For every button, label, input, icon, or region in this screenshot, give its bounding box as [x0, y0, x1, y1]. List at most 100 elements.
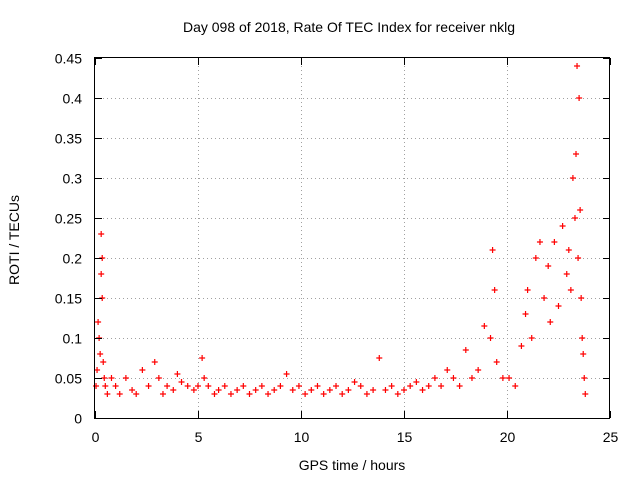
data-point-marker — [97, 351, 104, 357]
data-point-marker — [314, 383, 321, 389]
data-point-marker — [215, 387, 222, 393]
data-point-marker — [431, 375, 438, 381]
data-point-marker — [252, 387, 259, 393]
data-point-marker — [450, 375, 457, 381]
points-layer — [93, 63, 589, 397]
data-point-marker — [394, 391, 401, 397]
data-point-marker — [573, 151, 580, 157]
plot-frame — [94, 57, 610, 419]
data-point-marker — [199, 355, 206, 361]
data-point-marker — [413, 379, 420, 385]
data-point-marker — [547, 319, 554, 325]
y-tick-label: 0.25 — [55, 211, 82, 227]
data-point-marker — [444, 367, 451, 373]
data-point-marker — [277, 383, 284, 389]
data-point-marker — [170, 387, 177, 393]
data-point-marker — [139, 367, 146, 373]
data-point-marker — [489, 247, 496, 253]
data-point-marker — [258, 383, 265, 389]
y-tick-label: 0.1 — [63, 331, 83, 347]
y-tick-label: 0.35 — [55, 131, 82, 147]
data-point-marker — [580, 351, 587, 357]
data-point-marker — [227, 391, 234, 397]
data-point-marker — [201, 375, 208, 381]
data-point-marker — [351, 379, 358, 385]
data-point-marker — [345, 387, 352, 393]
x-tick-label: 0 — [92, 429, 100, 445]
x-tick-label: 15 — [397, 429, 413, 445]
data-point-marker — [289, 387, 296, 393]
data-point-marker — [499, 375, 506, 381]
data-point-marker — [524, 287, 531, 293]
data-point-marker — [462, 347, 469, 353]
data-point-marker — [155, 375, 162, 381]
data-point-marker — [545, 263, 552, 269]
data-point-marker — [401, 387, 407, 393]
data-point-marker — [94, 367, 101, 373]
data-point-marker — [357, 383, 364, 389]
data-point-marker — [320, 391, 327, 397]
data-point-marker — [581, 375, 588, 381]
data-point-marker — [382, 387, 389, 393]
data-point-marker — [563, 271, 570, 277]
data-point-marker — [438, 383, 445, 389]
grid-layer — [95, 58, 610, 418]
data-point-marker — [578, 295, 585, 301]
data-point-marker — [151, 359, 158, 365]
data-point-marker — [101, 375, 108, 381]
data-point-marker — [211, 391, 218, 397]
x-tick-label: 10 — [294, 429, 310, 445]
y-tick-label: 0.15 — [55, 291, 82, 307]
data-point-marker — [195, 383, 201, 389]
data-point-marker — [116, 391, 123, 397]
y-tick-label: 0.2 — [63, 251, 83, 267]
data-point-marker — [164, 383, 171, 389]
data-point-marker — [98, 271, 105, 277]
data-point-marker — [326, 387, 333, 393]
y-tick-label: 0.05 — [55, 371, 82, 387]
data-point-marker — [178, 379, 185, 385]
data-point-marker — [339, 391, 346, 397]
data-point-marker — [129, 387, 136, 393]
y-tick-label: 0.45 — [55, 51, 82, 67]
data-point-marker — [481, 323, 488, 329]
data-point-marker — [159, 391, 166, 397]
data-point-marker — [577, 207, 584, 213]
y-tick-label: 0.3 — [63, 171, 83, 187]
y-tick-label: 0 — [74, 411, 82, 427]
data-point-marker — [576, 95, 583, 101]
data-point-marker — [363, 391, 370, 397]
data-point-marker — [506, 375, 513, 381]
data-point-marker — [133, 391, 140, 397]
data-point-marker — [536, 239, 543, 245]
x-axis-label: GPS time / hours — [299, 457, 406, 473]
data-point-marker — [493, 359, 500, 365]
data-point-marker — [512, 383, 519, 389]
ticks-layer: 0 5 10 15 20 25 0 0.05 0.1 0.15 0.2 0.25 0.3 0.35 0.4 0… — [55, 51, 619, 446]
y-axis-label: ROTI / TECUs — [6, 195, 22, 285]
data-point-marker — [532, 255, 539, 261]
data-point-marker — [234, 387, 241, 393]
data-point-marker — [240, 383, 247, 389]
data-point-marker — [95, 319, 102, 325]
data-point-marker — [205, 383, 212, 389]
chart-title: Day 098 of 2018, Rate Of TEC Index for r… — [183, 19, 515, 35]
data-point-marker — [265, 391, 272, 397]
x-tick-label: 25 — [603, 429, 619, 445]
data-point-marker — [475, 367, 482, 373]
data-point-marker — [102, 383, 109, 389]
data-point-marker — [407, 383, 414, 389]
data-point-marker — [174, 371, 181, 377]
data-point-marker — [98, 231, 105, 237]
data-point-marker — [376, 355, 383, 361]
data-point-marker — [575, 255, 582, 261]
data-point-marker — [541, 295, 548, 301]
data-point-marker — [184, 383, 191, 389]
data-point-marker — [93, 383, 100, 389]
data-point-marker — [579, 335, 586, 341]
data-point-marker — [582, 391, 589, 397]
data-point-marker — [425, 383, 432, 389]
x-tick-label: 20 — [500, 429, 516, 445]
data-point-marker — [522, 311, 529, 317]
data-point-marker — [271, 387, 278, 393]
